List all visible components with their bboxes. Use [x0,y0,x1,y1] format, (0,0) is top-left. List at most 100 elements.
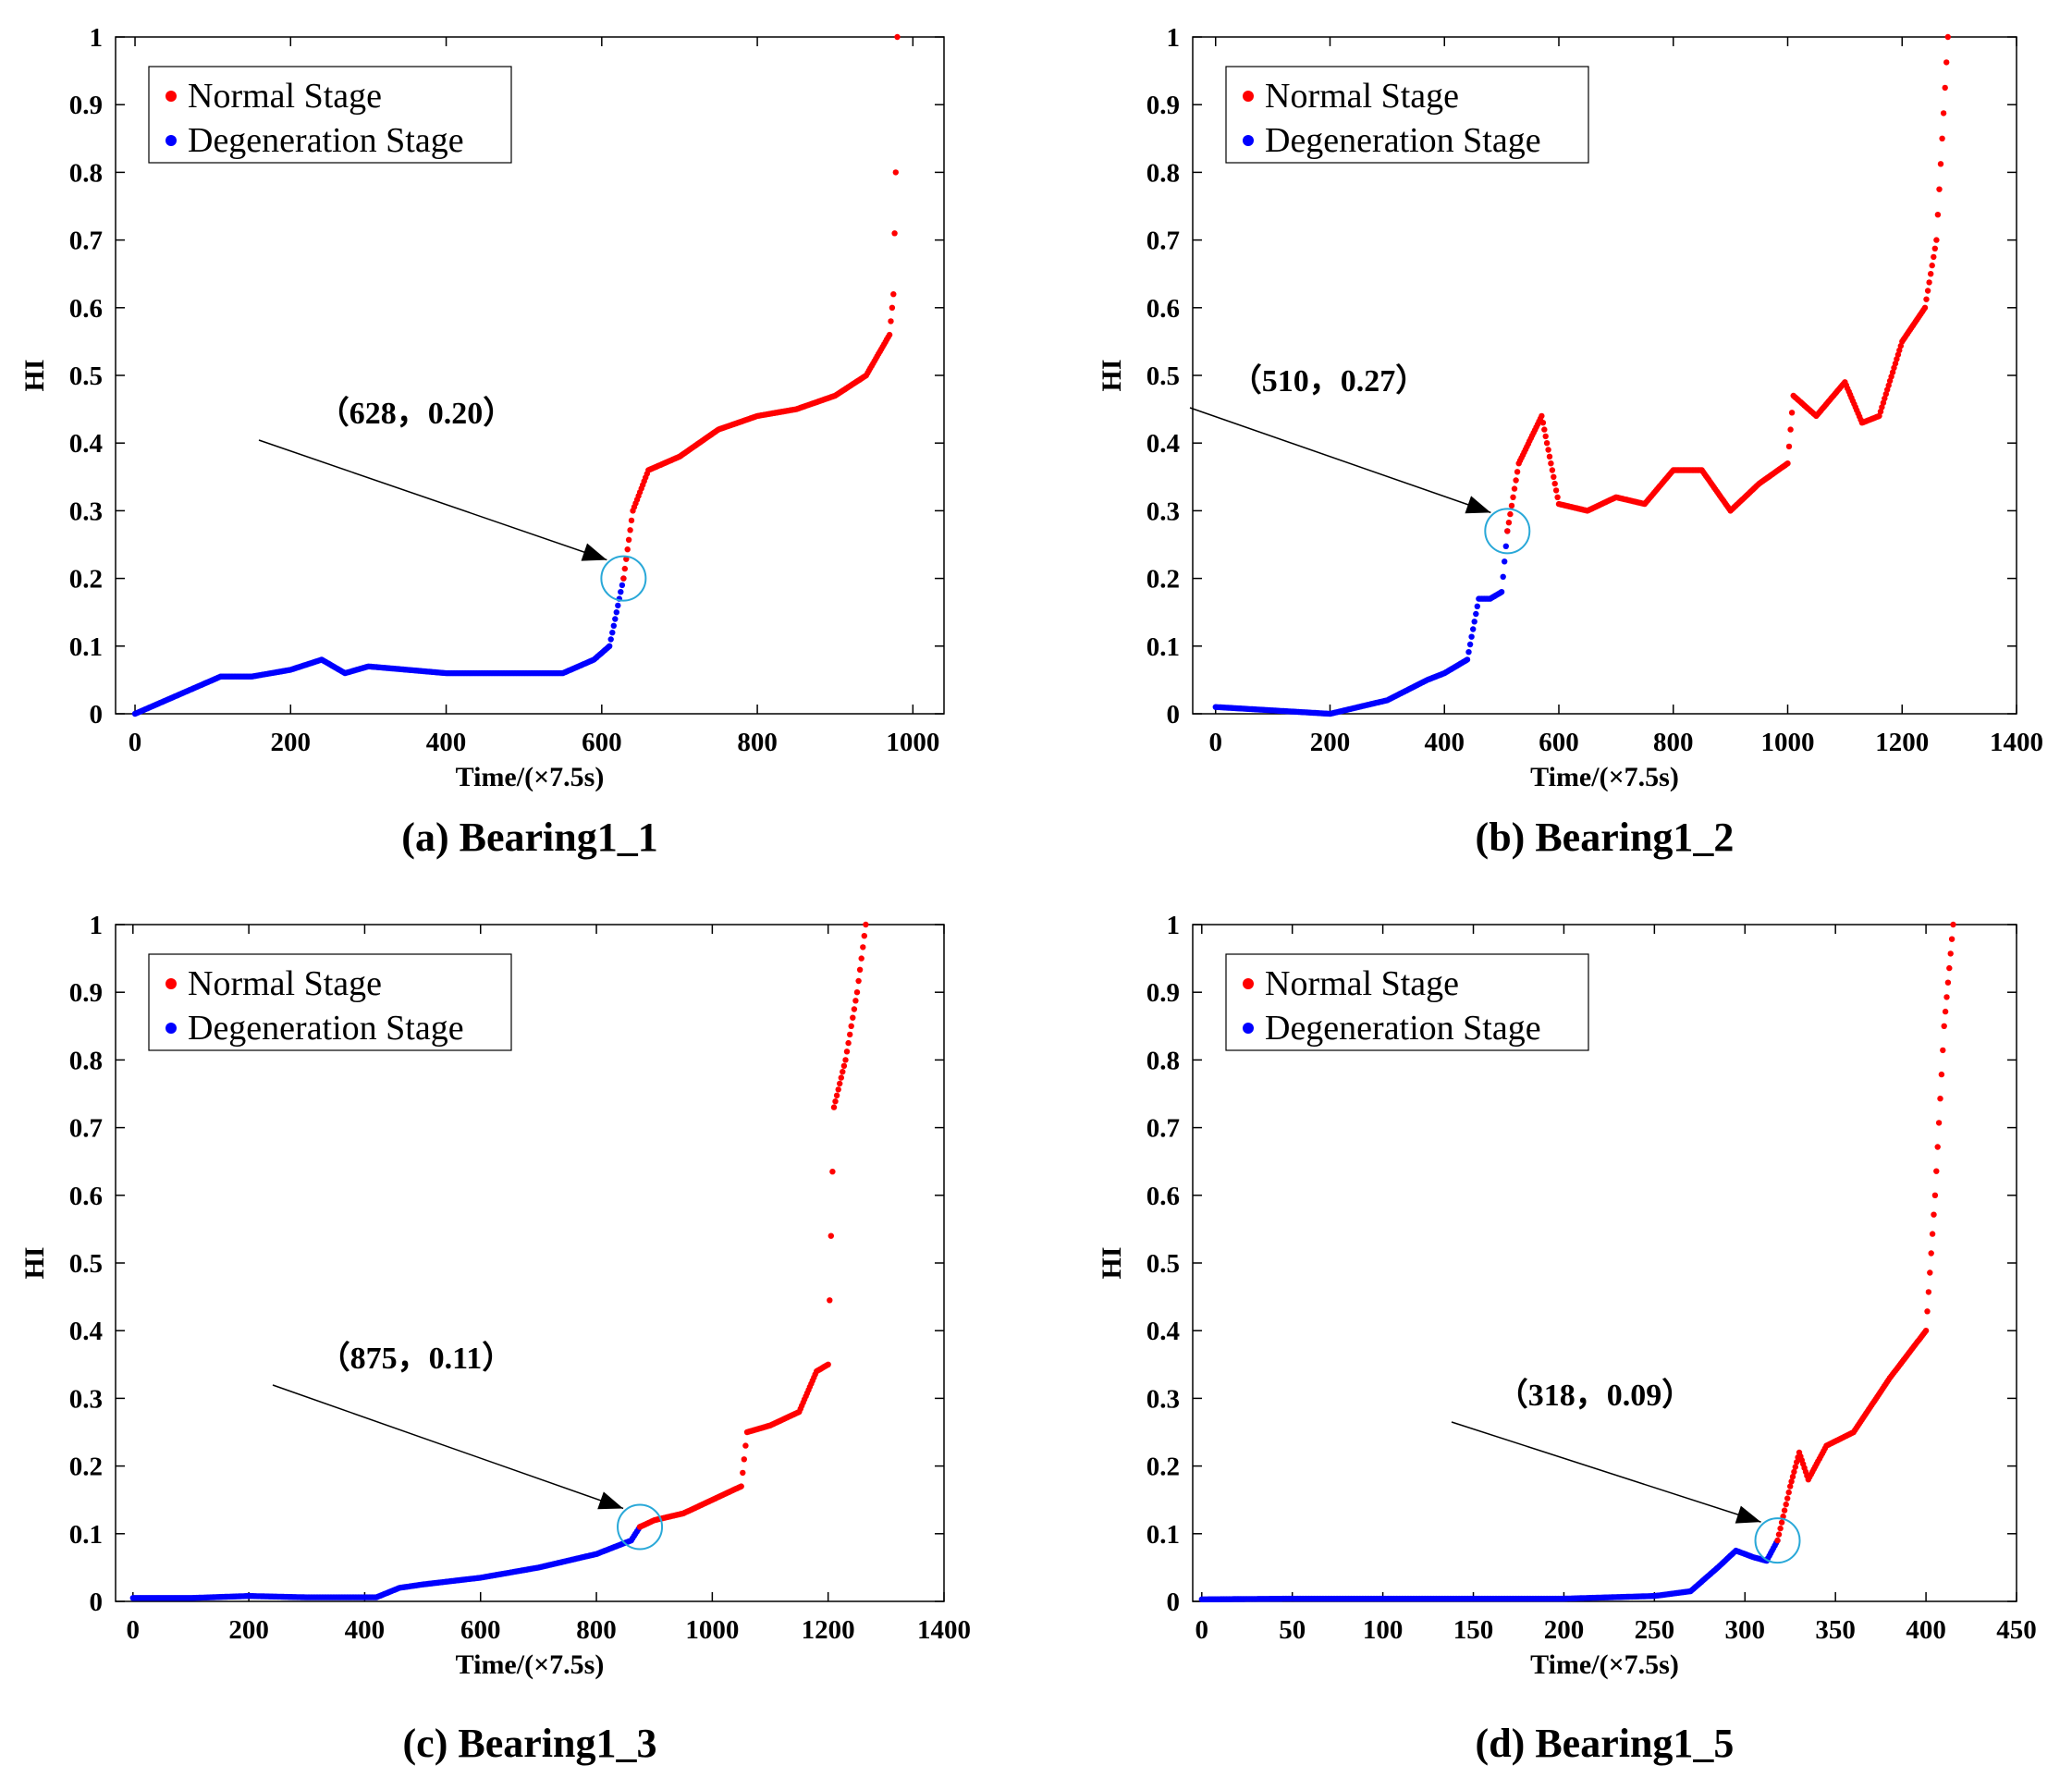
y-tick-label: 0.1 [1146,632,1180,662]
normal-stage-point [852,998,859,1004]
normal-stage-point [850,1014,856,1021]
normal-stage-point [1921,304,1929,311]
degeneration-stage-point [612,616,619,622]
x-tick-label: 1000 [1761,728,1815,757]
normal-stage-point [1928,1250,1934,1257]
normal-stage-point [1943,994,1950,1000]
x-tick-label: 100 [1363,1615,1404,1645]
y-tick-label: 0 [90,700,104,729]
normal-stage-point [1507,510,1514,518]
y-tick-label: 0.4 [1146,1317,1180,1346]
normal-stage-point [1508,502,1515,509]
annotation-label: （628，0.20） [318,395,515,431]
x-tick-label: 600 [460,1615,501,1645]
y-axis-label: HI [1097,1246,1127,1279]
normal-stage-point [741,1456,747,1463]
normal-stage-point [1784,460,1791,467]
degeneration-stage-point [607,643,613,649]
x-tick-label: 400 [1425,728,1465,757]
normal-stage-point [855,977,862,985]
normal-stage-point [1510,494,1516,500]
y-tick-label: 0.4 [69,1317,103,1346]
y-tick-label: 0.1 [69,632,103,662]
normal-stage-point [1548,460,1554,467]
normal-stage-point [892,169,899,176]
normal-stage-point [1943,59,1950,66]
panel-d: 0 0.1 0.2 0.3 0.4 0.5 0.6 0.7 0.8 0.9 1 0 50 100 150 20… [1097,911,2037,1766]
degeneration-stage-point [1498,589,1505,595]
normal-stage-point [863,921,869,928]
normal-stage-point [1929,1231,1936,1237]
x-tick-label: 350 [1815,1615,1856,1645]
x-tick-label: 50 [1279,1615,1306,1645]
normal-stage-point [851,1006,858,1012]
normal-stage-point [1791,1468,1797,1476]
annotation-label: （510，0.27） [1231,362,1428,398]
y-tick-label: 0.2 [1146,565,1180,595]
normal-stage-point [860,944,866,950]
annotation-arrow-line [1189,407,1491,514]
y-tick-label: 0.6 [69,294,103,324]
normal-stage-point [1551,480,1558,487]
normal-stage-point [1923,296,1930,302]
degeneration-stage-point [1465,649,1472,656]
normal-stage-point [1539,412,1545,420]
y-tick-label: 0.8 [1146,1046,1180,1075]
normal-stage-point [1892,360,1899,367]
x-tick-label: 400 [426,728,467,757]
normal-stage-point [1925,1289,1932,1295]
annotation-label: （875，0.11） [319,1340,514,1376]
y-tick-label: 0.6 [69,1182,103,1211]
panel-caption: (d) Bearing1_5 [1476,1721,1735,1766]
normal-stage-point [1931,1211,1937,1218]
normal-stage-point [1554,494,1561,500]
x-tick-label: 1200 [1875,728,1929,757]
normal-stage-point [1785,1489,1792,1496]
degeneration-stage-point [1471,619,1477,625]
normal-stage-point [1941,1023,1947,1030]
degeneration-stage-point [1502,543,1510,549]
legend-normal-marker [166,978,177,989]
degeneration-stage-point [618,589,624,595]
legend-box [1225,953,1589,1051]
normal-stage-point [1505,520,1513,526]
normal-stage-point [1934,1144,1941,1150]
normal-stage-point [888,318,894,325]
y-tick-label: 0.1 [1146,1520,1180,1550]
annotation-arrow-line [258,439,607,561]
legend-degeneration-marker [1243,135,1254,146]
normal-stage-point [886,331,893,338]
normal-stage-point [1787,426,1794,433]
normal-stage-point [1938,1071,1945,1078]
y-tick-label: 1 [1167,23,1181,53]
x-tick-label: 150 [1453,1615,1494,1645]
normal-stage-point [845,1039,852,1047]
normal-stage-point [625,536,632,543]
x-tick-label: 1000 [685,1615,739,1645]
normal-stage-point [1514,469,1521,475]
change-point-marker [617,1503,664,1551]
normal-stage-point [1936,186,1943,192]
normal-stage-point [628,517,635,524]
x-tick-label: 200 [271,728,312,757]
normal-stage-point [1785,443,1793,450]
normal-stage-point [1939,135,1945,141]
normal-stage-point [1946,964,1953,972]
y-tick-label: 1 [90,23,104,53]
y-tick-label: 0.2 [69,565,103,595]
panel-b: 0 0.1 0.2 0.3 0.4 0.5 0.6 0.7 0.8 0.9 1 0 200 400 600 8… [1097,23,2043,860]
data-points [1212,33,1951,717]
y-tick-label: 0.8 [69,158,103,188]
normal-stage-point [1778,1519,1785,1526]
x-tick-label: 400 [1906,1615,1946,1645]
degeneration-stage-point [1502,558,1508,565]
normal-stage-point [1777,1525,1784,1532]
normal-stage-point [828,1232,834,1239]
normal-stage-point [1882,395,1888,402]
normal-stage-point [825,1361,831,1368]
degeneration-stage-point [1468,633,1475,640]
y-tick-label: 0.3 [1146,497,1180,526]
normal-stage-point [1885,382,1892,388]
degeneration-stage-point [619,582,626,589]
normal-stage-point [1552,487,1560,494]
